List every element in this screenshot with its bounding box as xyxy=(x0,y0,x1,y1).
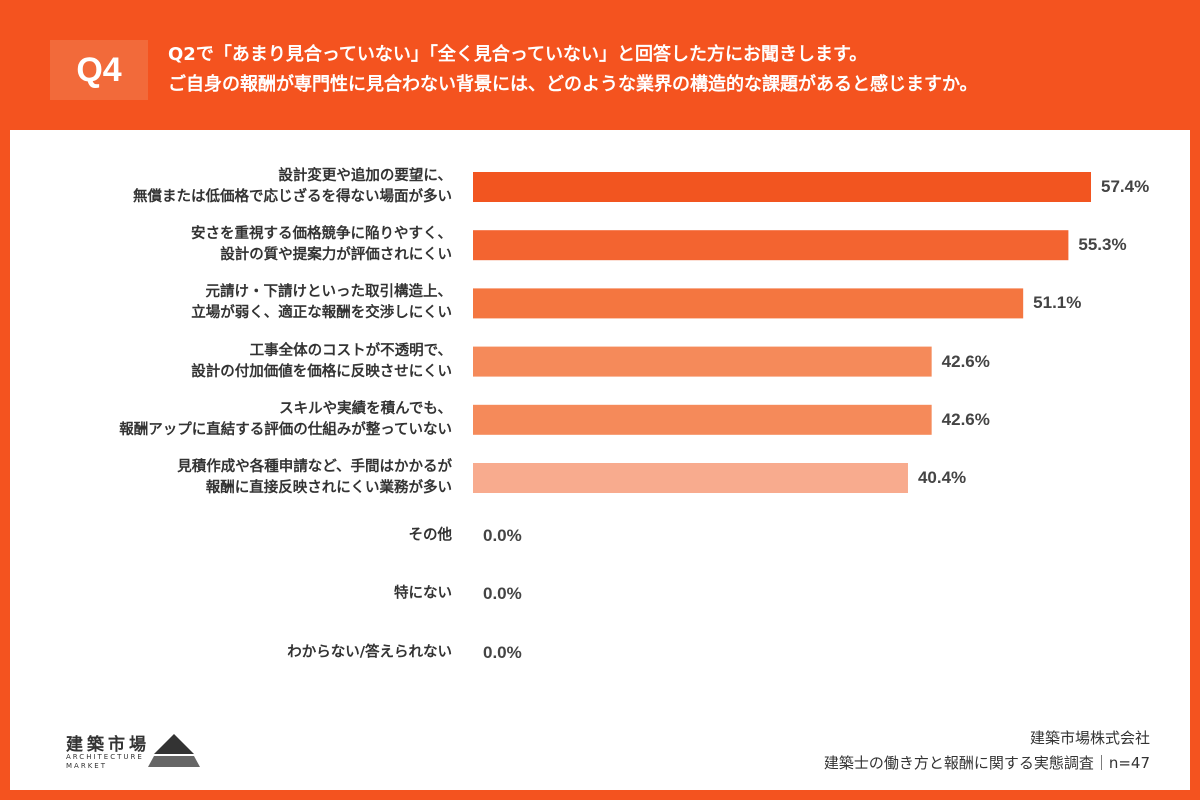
value-label: 0.0% xyxy=(483,526,522,546)
category-label: 安さを重視する価格競争に陥りやすく、 設計の質や提案力が評価されにくい xyxy=(191,226,452,264)
logo-name: 建築市場 xyxy=(66,735,150,755)
bar xyxy=(473,346,932,377)
category-label: その他 xyxy=(408,527,453,544)
title-line: ご自身の報酬が専門性に見合わない背景には、どのような業界の構造的な課題があると感… xyxy=(168,74,978,95)
value-label: 42.6% xyxy=(941,351,990,371)
question-badge: Q4 xyxy=(50,40,148,100)
category-label: 特にない xyxy=(394,585,452,602)
value-label: 57.4% xyxy=(1101,177,1150,196)
bar xyxy=(473,404,932,435)
category-label: 設計変更や追加の要望に、 無償または低価格で応じざるを得ない場面が多い xyxy=(133,168,452,205)
company: 建築市場株式会社 xyxy=(1029,729,1150,747)
category-label: スキルや実績を積んでも、 報酬アップに直結する評価の仕組みが整っていない xyxy=(119,400,452,438)
category-label: わからない/答えられない xyxy=(287,644,452,661)
survey-note: 建築士の働き方と報酬に関する実態調査｜n=47 xyxy=(823,754,1150,772)
bar xyxy=(473,463,908,493)
value-label: 0.0% xyxy=(483,584,522,604)
bar xyxy=(473,172,1092,202)
value-label: 0.0% xyxy=(483,642,522,662)
value-label: 51.1% xyxy=(1033,293,1082,313)
value-label: 40.4% xyxy=(917,468,967,487)
value-label: 55.3% xyxy=(1078,235,1127,255)
logo-icon xyxy=(148,734,200,767)
logo-sub: ARCHITECTURE MARKET xyxy=(66,753,144,770)
bar xyxy=(473,230,1069,261)
value-label: 42.6% xyxy=(941,409,990,429)
category-label: 元請け・下請けといった取引構造上、 立場が弱く、適正な報酬を交渉しにくい xyxy=(191,284,452,322)
category-label: 見積作成や各種申請など、手間はかかるが 報酬に直接反映されにくい業務が多い xyxy=(177,459,452,496)
category-label: 工事全体のコストが不透明で、 設計の付加価値を価格に反映させにくい xyxy=(191,342,452,380)
bar xyxy=(473,288,1024,319)
title-line: Q2で「あまり見合っていない」「全く見合っていない」と回答した方にお聞きします。 xyxy=(168,44,868,65)
